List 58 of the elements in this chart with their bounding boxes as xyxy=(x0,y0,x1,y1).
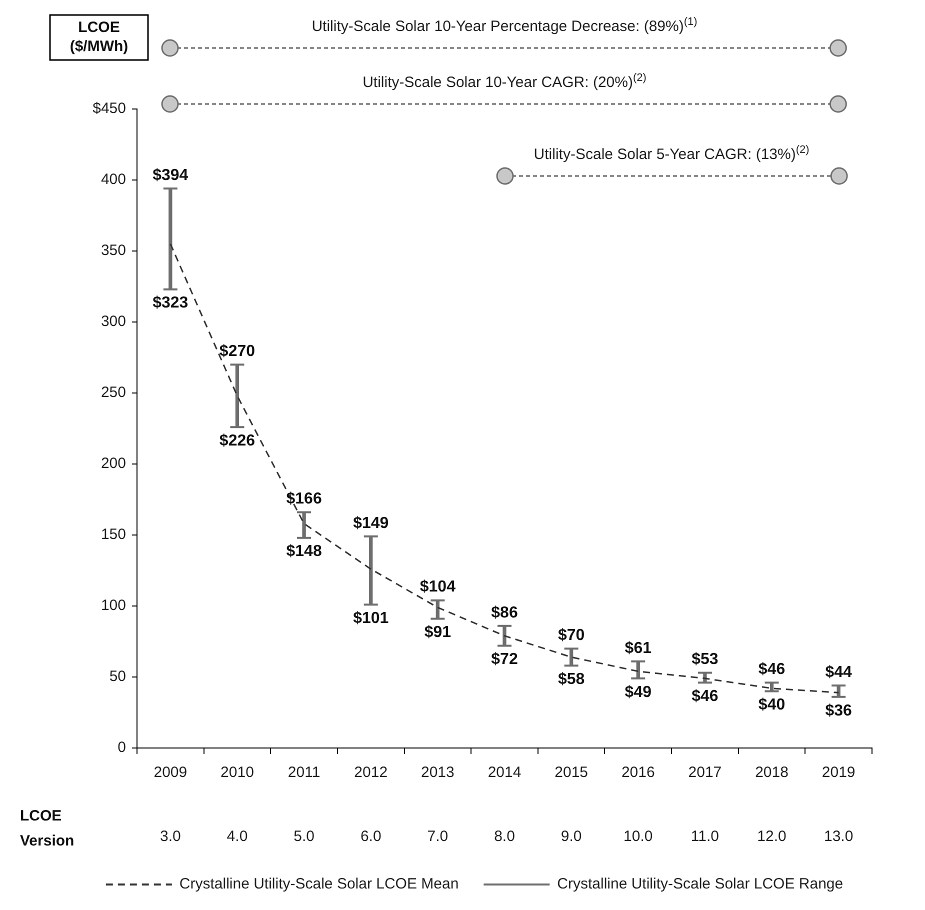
text: 11.0 xyxy=(690,828,719,846)
annotation: $46 xyxy=(758,661,786,678)
annotation: $149 xyxy=(353,514,389,532)
legend-label: Crystalline Utility-Scale Solar LCOE Range xyxy=(557,876,844,893)
text: 10.0 xyxy=(624,828,653,846)
y-tick-label: 400 xyxy=(100,171,126,188)
legend-label: Crystalline Utility-Scale Solar LCOE Mean xyxy=(179,876,459,893)
annotation: $46 xyxy=(692,688,718,706)
y-tick-label: 250 xyxy=(100,384,126,402)
x-tick-label: 2011 xyxy=(288,764,320,782)
x-tick-label: 2019 xyxy=(822,764,856,782)
y-tick-label: 0 xyxy=(118,739,126,756)
annotation: $148 xyxy=(286,543,322,560)
text: 5.0 xyxy=(294,828,314,846)
x-tick-label: 2010 xyxy=(220,764,254,782)
x-tick-label: 2017 xyxy=(688,764,722,782)
x-tick-label: 2018 xyxy=(755,764,788,782)
y-tick-label: 150 xyxy=(100,526,126,544)
y-tick-label: 100 xyxy=(100,597,126,614)
annotation: $270 xyxy=(219,343,256,360)
y-tick-label: 300 xyxy=(100,313,126,330)
x-tick-label: 2015 xyxy=(554,764,588,782)
annotation: $101 xyxy=(353,610,389,627)
annotation: $70 xyxy=(558,627,585,644)
annotation: $44 xyxy=(825,664,852,681)
x-tick-label: 2012 xyxy=(354,764,388,782)
annotation: $53 xyxy=(692,651,718,668)
annotation: $58 xyxy=(558,671,585,688)
text: 8.0 xyxy=(494,828,515,846)
annotation: $394 xyxy=(152,166,188,184)
text: 7.0 xyxy=(427,828,448,846)
y-tick-label: 200 xyxy=(100,455,126,472)
text: 3.0 xyxy=(160,828,181,846)
y-tick-label: $450 xyxy=(92,100,126,118)
annotation: $226 xyxy=(219,432,256,450)
annotation: $166 xyxy=(286,490,322,508)
x-tick-label: 2009 xyxy=(154,764,188,782)
text: 4.0 xyxy=(226,828,248,846)
y-axis-title: LCOE ($/MWh) xyxy=(70,19,128,56)
text: 9.0 xyxy=(560,828,582,846)
x-tick-label: 2014 xyxy=(488,764,522,782)
annotation: $323 xyxy=(152,294,188,312)
x-tick-label: 2013 xyxy=(420,764,454,782)
text: 13.0 xyxy=(824,828,854,846)
annotation: $104 xyxy=(420,578,456,596)
text: 6.0 xyxy=(360,828,382,846)
annotation: $36 xyxy=(825,702,852,720)
annotation: $49 xyxy=(624,684,652,701)
x-tick-label: 2016 xyxy=(621,764,655,782)
text: LCOE Version xyxy=(20,808,74,850)
annotation: $61 xyxy=(624,640,652,657)
text: 12.0 xyxy=(757,828,786,846)
annotation: $40 xyxy=(758,696,786,714)
annotation: $86 xyxy=(491,604,518,622)
annotation: $72 xyxy=(491,651,518,668)
y-tick-label: 50 xyxy=(109,668,126,686)
y-tick-label: 350 xyxy=(100,242,126,260)
annotation: $91 xyxy=(424,624,452,642)
